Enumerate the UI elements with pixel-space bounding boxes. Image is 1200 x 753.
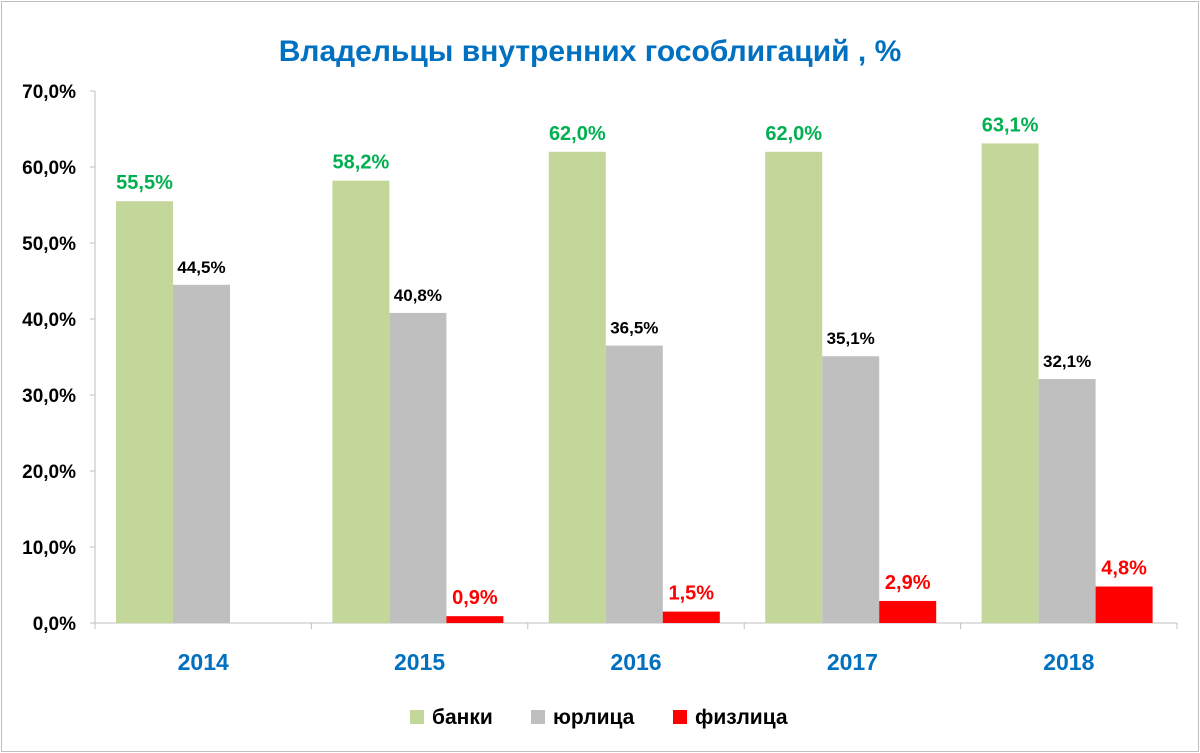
legend-swatch-физлица	[673, 710, 687, 724]
y-tick-label: 30,0%	[22, 386, 76, 407]
legend-label-физлица: физлица	[695, 706, 788, 729]
bar-банки-2014	[116, 201, 173, 623]
legend-swatch-банки	[410, 710, 424, 724]
data-label-физлица-2017: 2,9%	[885, 572, 931, 594]
x-tick-label: 2018	[1043, 649, 1094, 675]
y-tick-label: 10,0%	[22, 538, 76, 559]
data-label-юрлица-2018: 32,1%	[1043, 352, 1091, 371]
y-tick-label: 20,0%	[22, 462, 76, 483]
data-label-юрлица-2016: 36,5%	[610, 319, 658, 338]
x-tick-label: 2016	[610, 649, 661, 675]
x-tick-label: 2017	[827, 649, 878, 675]
x-tick-label: 2015	[394, 649, 445, 675]
y-tick-label: 0,0%	[33, 614, 76, 635]
bar-физлица-2016	[662, 611, 720, 623]
bar-банки-2015	[332, 180, 390, 623]
legend-label-банки: банки	[432, 706, 493, 729]
data-label-банки-2016: 62,0%	[549, 123, 606, 145]
y-tick-label: 40,0%	[22, 310, 76, 331]
data-label-банки-2014: 55,5%	[116, 172, 173, 194]
bar-физлица-2018	[1095, 586, 1153, 623]
bar-банки-2018	[981, 143, 1039, 623]
bar-юрлица-2014	[173, 284, 230, 623]
bar-юрлица-2016	[605, 345, 663, 623]
chart-data-labels: 55,5% 44,5% 58,2% 40,8% 0,9% 62,0% 36,5% 1,5% 62…	[116, 114, 1147, 609]
data-label-юрлица-2014: 44,5%	[177, 258, 225, 277]
bar-юрлица-2018	[1038, 379, 1096, 623]
bar-юрлица-2017	[822, 356, 880, 623]
data-label-банки-2018: 63,1%	[982, 114, 1039, 136]
legend-label-юрлица: юрлица	[553, 706, 635, 729]
data-label-физлица-2018: 4,8%	[1101, 558, 1147, 580]
x-tick-label: 2014	[178, 649, 229, 675]
bar-банки-2016	[548, 151, 606, 624]
bar-банки-2017	[765, 151, 823, 624]
bar-юрлица-2015	[389, 312, 447, 623]
chart-bars	[116, 143, 1153, 624]
data-label-банки-2015: 58,2%	[333, 152, 390, 174]
bar-физлица-2015	[446, 616, 504, 623]
data-label-юрлица-2015: 40,8%	[394, 286, 442, 305]
chart-axes: 0,0% 10,0% 20,0% 30,0% 40,0% 50,0% 60,0% 70,0% 2…	[22, 82, 1178, 675]
y-tick-label: 50,0%	[22, 234, 76, 255]
data-label-юрлица-2017: 35,1%	[827, 329, 875, 348]
bar-физлица-2017	[879, 600, 937, 623]
data-label-банки-2017: 62,0%	[765, 123, 822, 145]
y-tick-label: 60,0%	[22, 158, 76, 179]
legend-swatch-юрлица	[531, 710, 545, 724]
data-label-физлица-2016: 1,5%	[669, 583, 715, 605]
y-tick-label: 70,0%	[22, 82, 76, 103]
chart-title: Владельцы внутренних гособлигаций , %	[279, 35, 902, 68]
data-label-физлица-2015: 0,9%	[452, 587, 498, 609]
chart-legend: банки юрлица физлица	[410, 706, 788, 729]
